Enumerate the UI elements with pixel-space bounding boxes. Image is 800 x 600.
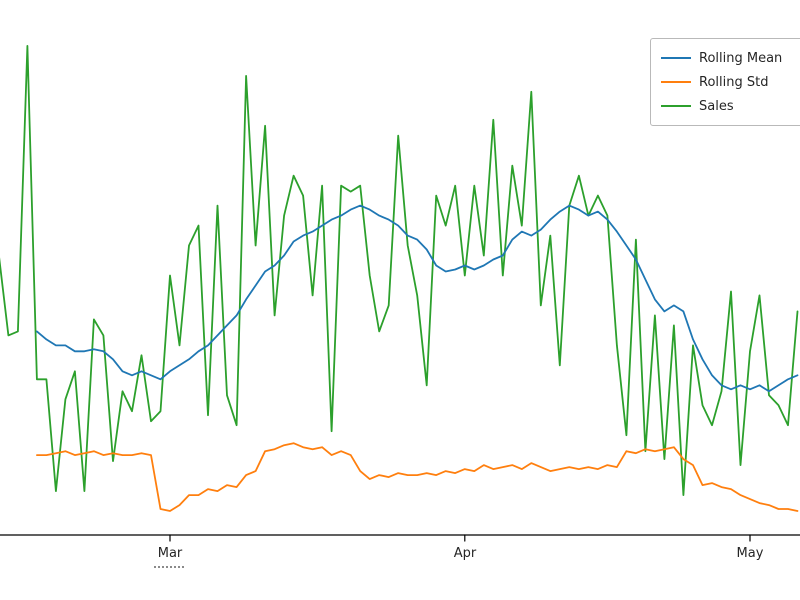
rolling-mean-line-swatch bbox=[661, 57, 691, 59]
legend-label-rolling-mean: Rolling Mean bbox=[699, 50, 783, 66]
x-tick-label-apr: Apr bbox=[453, 546, 477, 561]
rolling-std-line-swatch bbox=[661, 81, 691, 83]
x-tick-label-mar: Mar bbox=[157, 546, 183, 561]
legend-entry-rolling-std: Rolling Std bbox=[661, 70, 800, 94]
legend-box: Rolling Mean Rolling Std Sales bbox=[650, 38, 800, 126]
legend-label-sales: Sales bbox=[699, 98, 734, 114]
rolling-mean-line bbox=[36, 204, 799, 393]
rolling-std-line bbox=[36, 442, 799, 512]
cropped-date-label bbox=[154, 566, 184, 568]
legend-label-rolling-std: Rolling Std bbox=[699, 74, 769, 90]
legend-entry-sales: Sales bbox=[661, 94, 800, 118]
x-tick-label-may: May bbox=[736, 546, 764, 561]
sales-line-swatch bbox=[661, 105, 691, 107]
sales-line bbox=[0, 45, 799, 496]
legend-entry-rolling-mean: Rolling Mean bbox=[661, 46, 800, 70]
